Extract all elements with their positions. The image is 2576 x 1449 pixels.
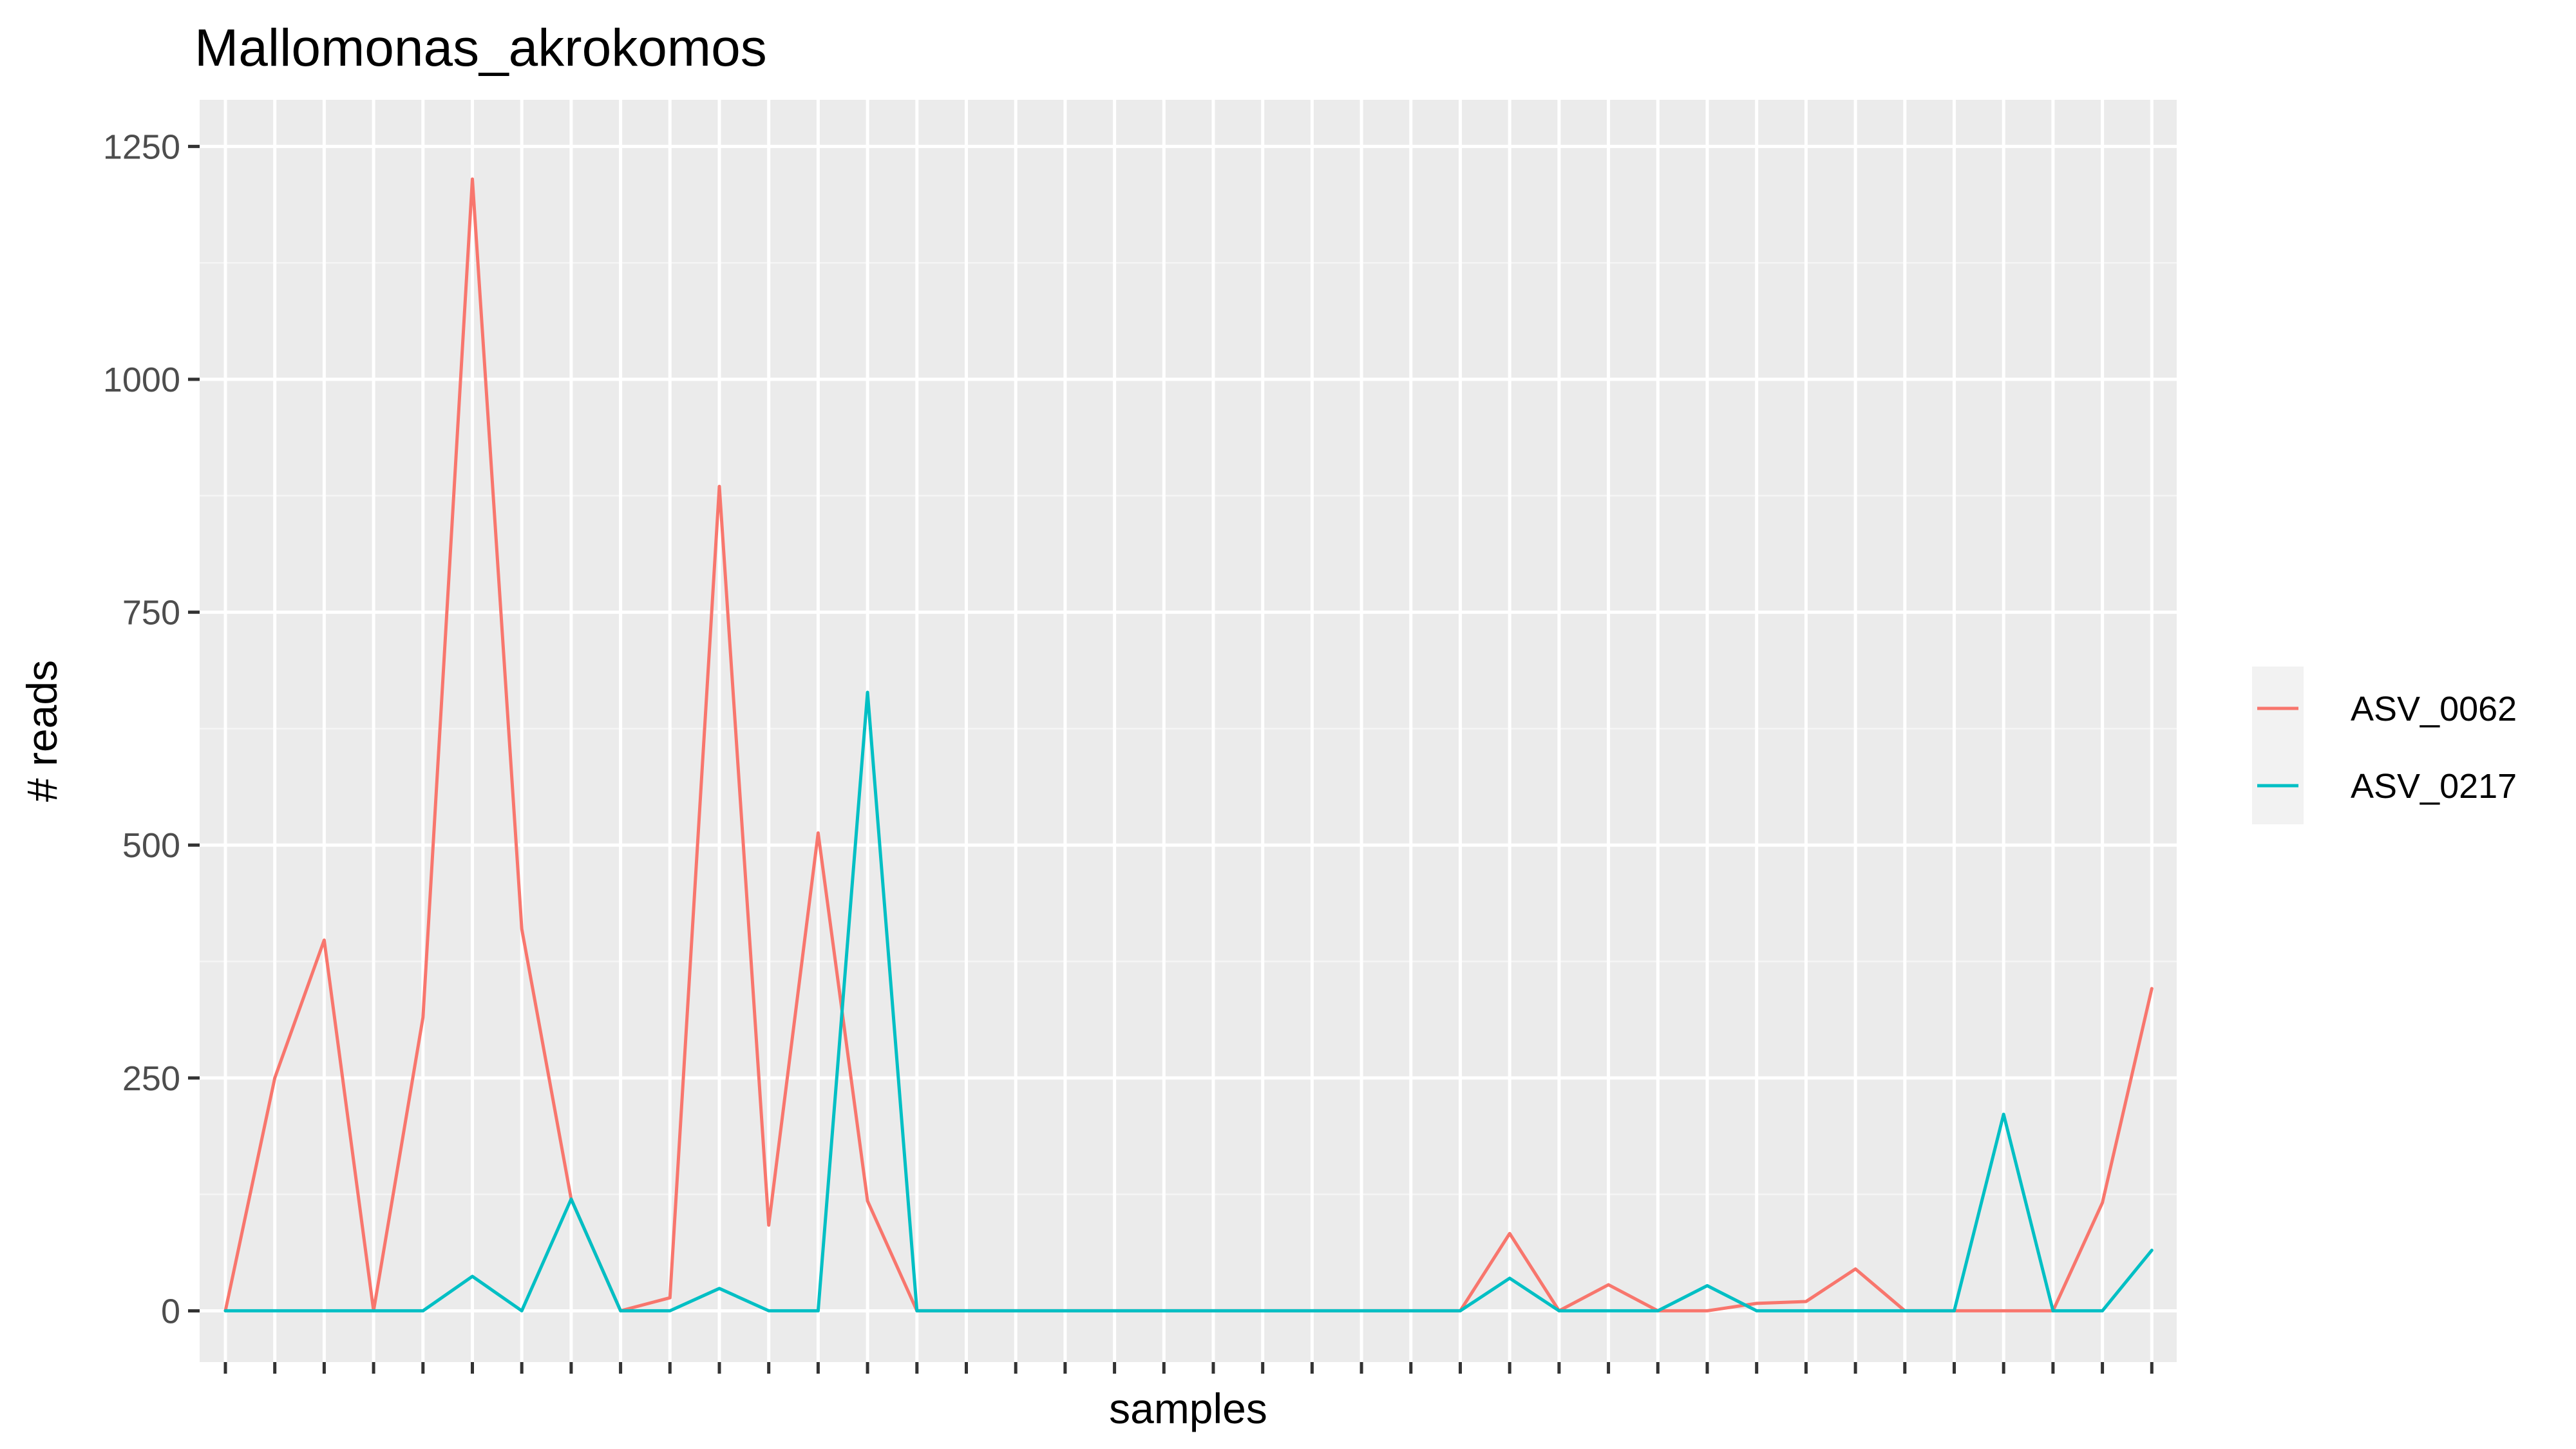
x-axis <box>223 1362 2154 1374</box>
series-lines <box>223 177 2154 1312</box>
legend: ASV_0062 ASV_0217 <box>2252 667 2517 824</box>
y-axis-label: # reads <box>18 660 66 802</box>
legend-entry-asv-0217: ASV_0217 <box>2257 767 2517 806</box>
y-tick-label: 1250 <box>103 128 180 166</box>
y-tick-label: 250 <box>122 1059 180 1098</box>
legend-label-asv-0062: ASV_0062 <box>2351 690 2517 728</box>
y-tick-label: 500 <box>122 826 180 865</box>
y-tick-label: 750 <box>122 594 180 632</box>
y-tick-label: 1000 <box>103 361 180 399</box>
legend-key-background <box>2252 667 2304 824</box>
legend-label-asv-0217: ASV_0217 <box>2351 767 2517 806</box>
legend-entry-asv-0062: ASV_0062 <box>2257 690 2517 728</box>
y-tick-label: 0 <box>161 1292 180 1331</box>
plot-panel <box>200 100 2177 1362</box>
x-axis-label: samples <box>1109 1385 1267 1432</box>
series-line-asv-0217 <box>223 690 2154 1312</box>
y-axis: 0 250 500 750 1000 1250 <box>103 128 200 1331</box>
chart-title: Mallomonas_akrokomos <box>194 19 767 77</box>
grid-major <box>200 100 2177 1362</box>
